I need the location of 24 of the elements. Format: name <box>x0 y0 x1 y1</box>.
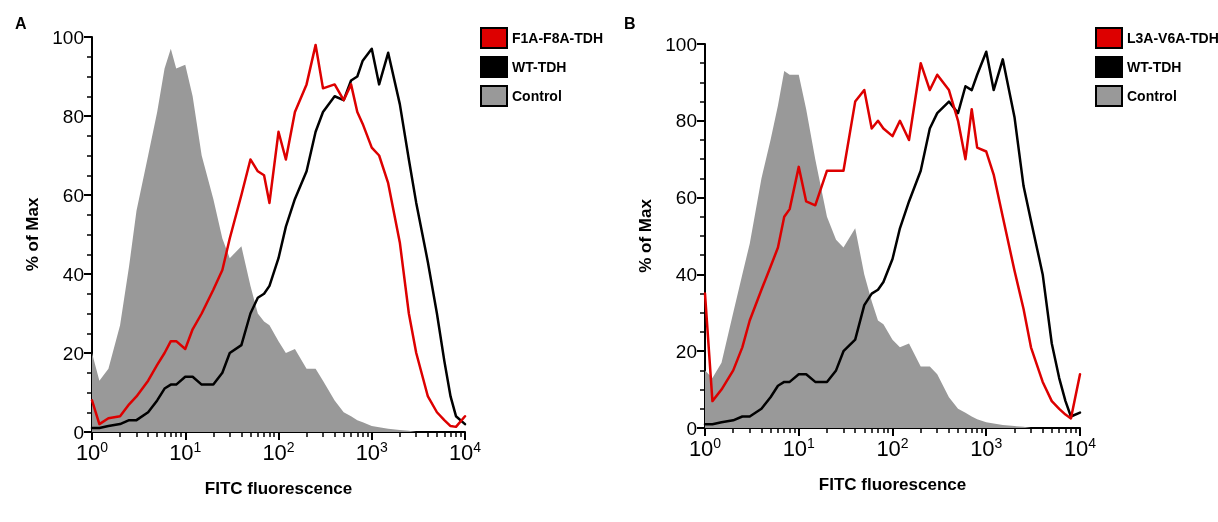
y-tick-label: 40 <box>62 263 84 285</box>
legend-label: WT-TDH <box>1127 59 1182 75</box>
legend-label: L3A-V6A-TDH <box>1127 30 1218 46</box>
legend-label: Control <box>1127 88 1177 104</box>
chart-title: A <box>15 14 27 32</box>
legend-label: Control <box>512 88 562 104</box>
legend-label: WT-TDH <box>512 59 567 75</box>
x-axis-title: FITC fluorescence <box>204 479 353 498</box>
y-tick-label: 40 <box>675 263 697 285</box>
y-tick-label: 20 <box>675 340 697 362</box>
x-axis-title: FITC fluorescence <box>818 475 967 494</box>
y-tick-label: 100 <box>52 26 84 48</box>
y-tick-label: 100 <box>665 33 697 55</box>
y-tick-label: 60 <box>675 187 697 209</box>
y-axis-title: % of Max <box>636 198 656 273</box>
chart-title: B <box>624 14 636 32</box>
y-tick-label: 80 <box>62 105 84 127</box>
y-tick-label: 0 <box>73 421 84 443</box>
y-tick-label: 60 <box>62 184 84 206</box>
y-tick-label: 20 <box>62 342 84 364</box>
y-tick-label: 80 <box>675 110 697 132</box>
y-tick-label: 0 <box>686 417 697 439</box>
legend-label: F1A-F8A-TDH <box>512 30 603 46</box>
y-axis-title: % of Max <box>23 197 43 272</box>
